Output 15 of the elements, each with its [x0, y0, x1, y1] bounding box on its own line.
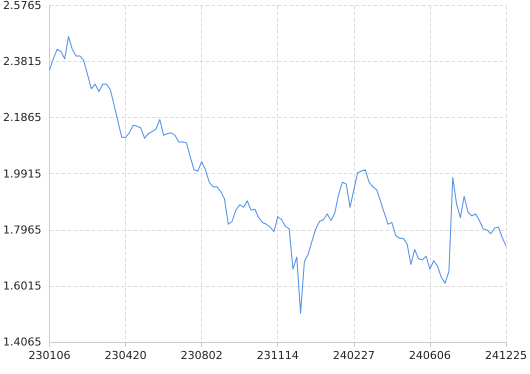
x-tick-label: 230420 [104, 349, 147, 362]
y-tick-label: 1.9915 [2, 167, 42, 180]
x-tick-label: 230106 [28, 349, 70, 362]
y-tick-label: 1.6015 [2, 279, 42, 292]
x-tick-label: 240606 [408, 349, 451, 362]
y-tick-label: 1.7965 [2, 223, 42, 236]
line-series [48, 36, 507, 314]
x-tick-label: 230802 [180, 349, 223, 362]
y-tick-label: 2.1865 [2, 111, 42, 124]
x-tick-label: 240227 [332, 349, 375, 362]
y-tick-label: 2.5765 [2, 0, 42, 12]
y-tick-label: 1.4065 [2, 336, 42, 348]
x-tick-label: 241225 [485, 349, 528, 362]
x-tick-label: 231114 [256, 349, 299, 362]
y-tick-label: 2.3815 [2, 55, 42, 68]
